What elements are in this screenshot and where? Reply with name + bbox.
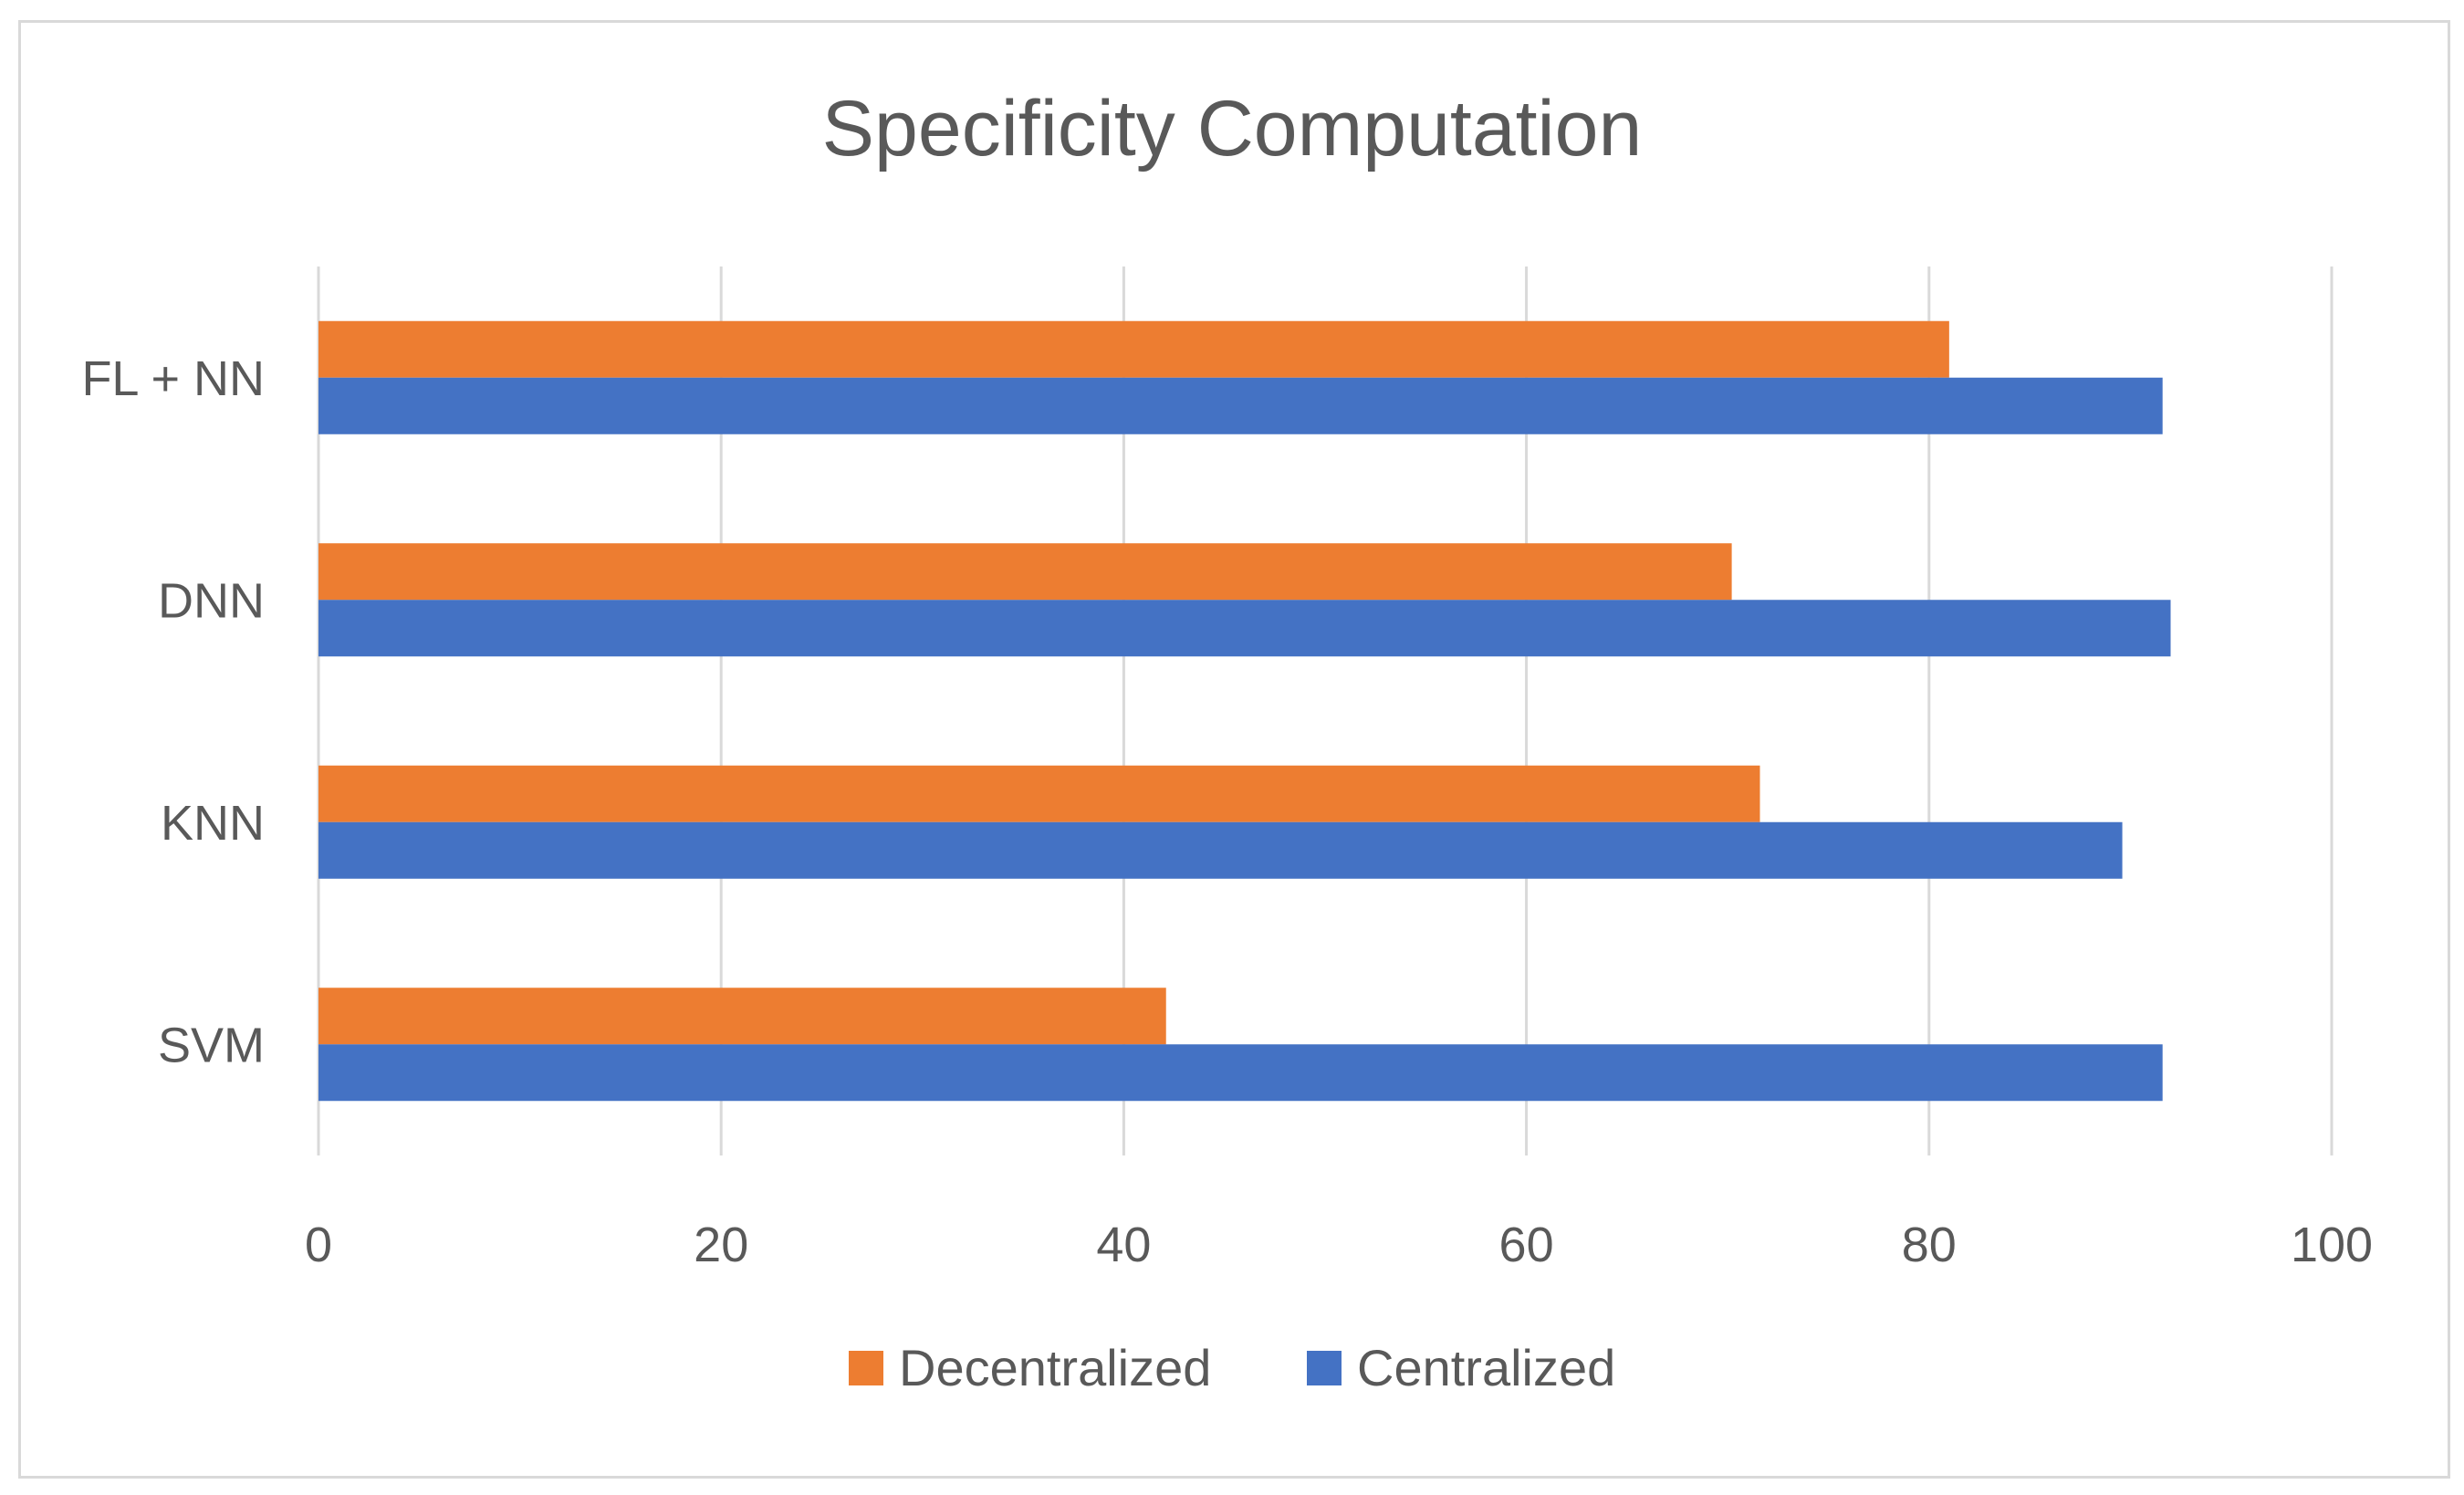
chart-title: Specificity Computation xyxy=(822,85,1643,172)
bar-decentralized-svm xyxy=(318,988,1166,1045)
y-tick-label-svm: SVM xyxy=(158,1018,265,1072)
legend-swatch-decentralized xyxy=(849,1351,883,1385)
x-tick-label-60: 60 xyxy=(1499,1218,1554,1272)
x-tick-label-40: 40 xyxy=(1096,1218,1151,1272)
bar-centralized-svm xyxy=(318,1044,2163,1102)
x-axis-labels: 0 20 40 60 80 100 xyxy=(305,1218,2373,1272)
y-tick-label-fl-nn: FL + NN xyxy=(81,351,265,406)
x-tick-label-20: 20 xyxy=(694,1218,748,1272)
bar-decentralized-knn xyxy=(318,765,1760,822)
x-tick-label-100: 100 xyxy=(2291,1218,2373,1272)
y-tick-label-dnn: DNN xyxy=(158,573,265,628)
bar-decentralized-dnn xyxy=(318,543,1732,601)
bar-centralized-knn xyxy=(318,821,2123,879)
legend: Decentralized Centralized xyxy=(849,1339,1615,1396)
x-tick-label-80: 80 xyxy=(1902,1218,1957,1272)
bar-centralized-dnn xyxy=(318,600,2171,657)
legend-label-centralized: Centralized xyxy=(1357,1339,1615,1396)
x-tick-label-0: 0 xyxy=(305,1218,332,1272)
bar-centralized-fl-nn xyxy=(318,377,2163,434)
y-axis-labels: FL + NN DNN KNN SVM xyxy=(81,351,265,1073)
legend-swatch-centralized xyxy=(1307,1351,1342,1385)
legend-label-decentralized: Decentralized xyxy=(899,1339,1211,1396)
chart-frame xyxy=(18,20,2450,1479)
bar-decentralized-fl-nn xyxy=(318,320,1949,378)
bars xyxy=(318,320,2171,1102)
y-tick-label-knn: KNN xyxy=(161,796,265,851)
